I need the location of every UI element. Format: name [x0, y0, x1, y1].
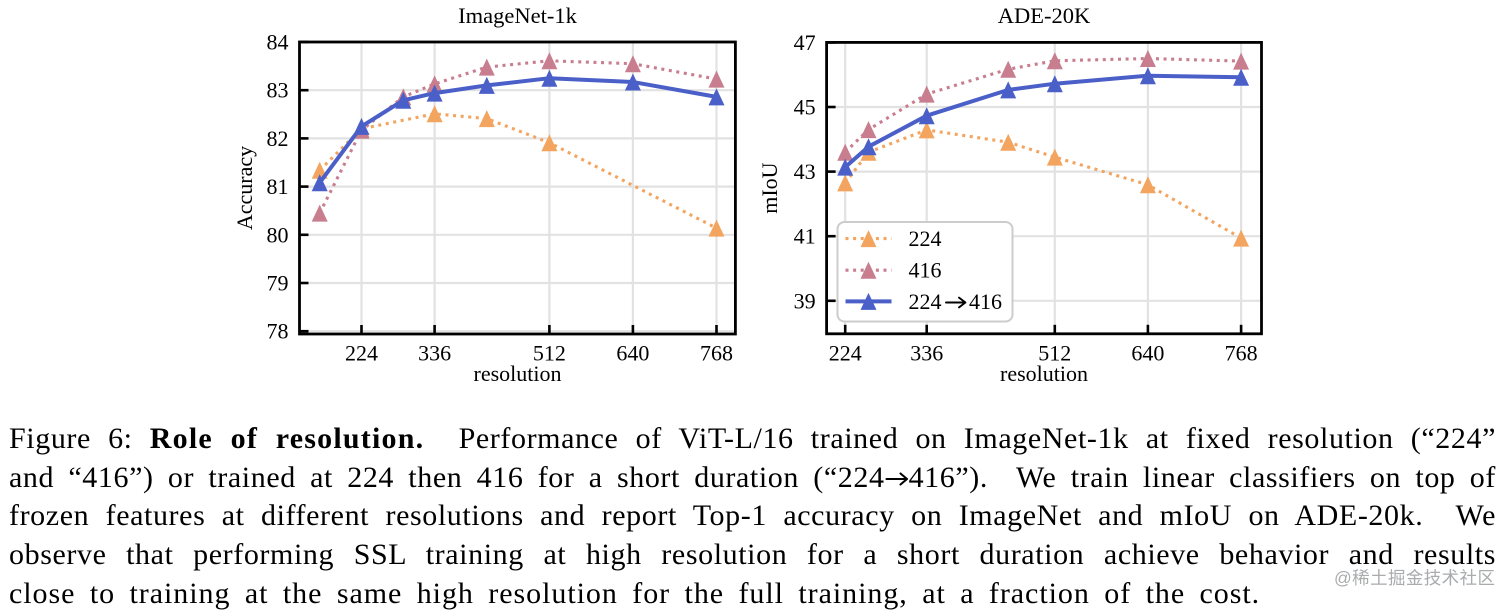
svg-text:resolution: resolution — [1000, 361, 1088, 386]
svg-text:336: 336 — [418, 341, 451, 366]
svg-text:512: 512 — [1038, 340, 1071, 365]
svg-text:81: 81 — [267, 174, 289, 199]
svg-text:224: 224 — [909, 226, 942, 251]
svg-text:84: 84 — [267, 30, 289, 55]
svg-text:768: 768 — [700, 341, 733, 366]
svg-text:41: 41 — [794, 224, 816, 249]
svg-text:ImageNet-1k: ImageNet-1k — [458, 3, 577, 28]
svg-text:768: 768 — [1225, 340, 1258, 365]
svg-text:mIoU: mIoU — [757, 162, 782, 213]
svg-text:43: 43 — [794, 159, 816, 184]
svg-text:resolution: resolution — [474, 361, 562, 386]
svg-text:224: 224 — [829, 340, 862, 365]
svg-text:79: 79 — [267, 271, 289, 296]
svg-text:416: 416 — [969, 289, 1002, 314]
svg-text:ADE-20K: ADE-20K — [998, 3, 1091, 28]
svg-text:45: 45 — [794, 95, 816, 120]
svg-text:80: 80 — [267, 222, 289, 247]
svg-text:224: 224 — [909, 289, 942, 314]
svg-text:83: 83 — [267, 78, 289, 103]
svg-text:512: 512 — [533, 341, 566, 366]
svg-text:78: 78 — [267, 319, 289, 344]
svg-text:Accuracy: Accuracy — [232, 146, 257, 230]
svg-text:640: 640 — [1131, 340, 1164, 365]
svg-text:39: 39 — [794, 288, 816, 313]
svg-text:47: 47 — [794, 30, 816, 55]
svg-text:416: 416 — [909, 258, 942, 283]
svg-text:82: 82 — [267, 126, 289, 151]
svg-text:224: 224 — [345, 341, 378, 366]
svg-text:336: 336 — [910, 340, 943, 365]
svg-text:640: 640 — [616, 341, 649, 366]
